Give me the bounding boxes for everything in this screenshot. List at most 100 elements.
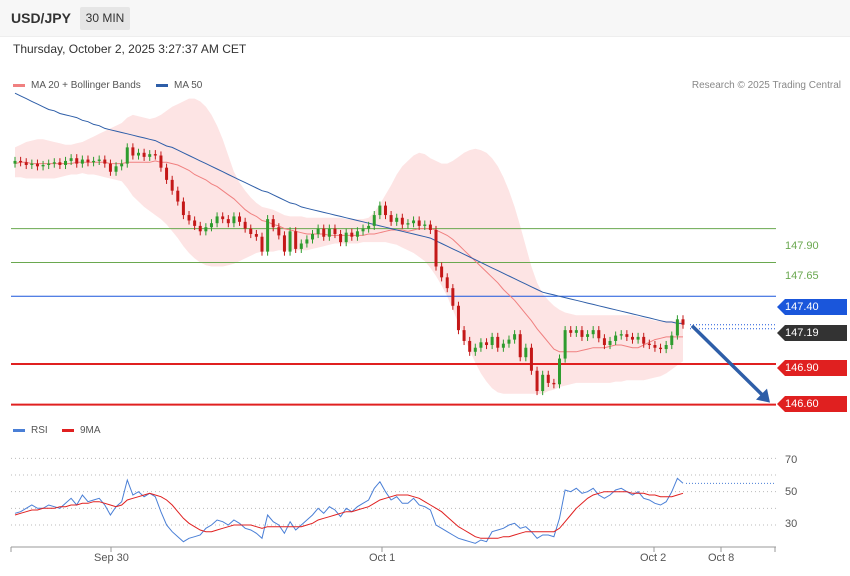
level-lines <box>11 228 776 406</box>
rsi-9ma-line <box>14 491 684 539</box>
rsi-tick-50: 50 <box>785 486 798 498</box>
candle-body <box>97 159 101 161</box>
candle-body <box>181 201 185 216</box>
x-label-sep30: Sep 30 <box>94 552 129 564</box>
candle-body <box>440 266 444 278</box>
candle-body <box>232 216 236 224</box>
candle-body <box>619 334 623 336</box>
candle-body <box>266 219 270 252</box>
forecast-arrowhead <box>756 388 770 403</box>
candle-body <box>271 219 275 228</box>
level-tag-146-90: 146.90 <box>777 360 847 376</box>
x-label-oct1: Oct 1 <box>369 552 396 564</box>
rsi-panel <box>11 457 776 544</box>
candle-body <box>69 158 73 161</box>
candle-body <box>108 163 112 172</box>
candle-body <box>563 330 567 359</box>
candle-body <box>630 336 634 340</box>
level-label-147-90: 147.90 <box>785 240 819 252</box>
candle-body <box>260 236 264 252</box>
credit-text: Research © 2025 Trading Central <box>691 80 841 91</box>
bollinger-band-fill <box>15 98 683 394</box>
candle-body <box>625 334 629 337</box>
candle-body <box>496 336 500 348</box>
candle-body <box>142 152 146 157</box>
candle-body <box>103 159 107 164</box>
candle-body <box>176 190 180 202</box>
candle-body <box>614 335 618 341</box>
level-tag-146-60: 146.60 <box>777 396 847 412</box>
candle-body <box>41 164 45 167</box>
candle-body <box>80 159 84 164</box>
candle-body <box>294 231 298 249</box>
candle-body <box>513 334 517 340</box>
candle-body <box>535 370 539 392</box>
forecast-arrow-shaft <box>690 324 766 398</box>
candle-body <box>586 334 590 337</box>
candle-body <box>221 216 225 220</box>
candle-body <box>569 330 573 333</box>
x-label-oct8: Oct 8 <box>708 552 735 564</box>
candle-body <box>552 382 556 385</box>
x-label-oct2: Oct 2 <box>640 552 667 564</box>
timeframe-button[interactable]: 30 MIN <box>80 7 130 30</box>
candle-body <box>125 147 129 164</box>
candle-body <box>412 220 416 224</box>
candle-body <box>681 319 685 325</box>
candle-body <box>24 162 28 165</box>
candle-body <box>170 179 174 191</box>
rsi-tick-70: 70 <box>785 454 798 466</box>
candle-body <box>468 340 472 352</box>
candle-body <box>473 347 477 352</box>
candle-body <box>395 217 399 222</box>
candle-body <box>311 234 315 240</box>
candle-body <box>254 234 258 237</box>
candle-body <box>288 231 292 252</box>
candle-body <box>187 215 191 221</box>
level-tag-147-40: 147.40 <box>777 299 847 315</box>
candle-body <box>434 229 438 267</box>
candle-body <box>647 343 651 346</box>
candle-body <box>215 216 219 224</box>
candle-body <box>462 330 466 341</box>
timestamp: Thursday, October 2, 2025 3:27:37 AM CET <box>13 42 247 56</box>
candle-body <box>541 374 545 392</box>
candle-body <box>451 288 455 306</box>
candle-body <box>372 215 376 226</box>
candle-body <box>299 243 303 249</box>
candle-body <box>193 220 197 226</box>
candle-body <box>30 163 34 165</box>
candle-body <box>479 342 483 348</box>
candle-body <box>52 162 56 164</box>
candle-body <box>642 336 646 344</box>
candle-body <box>165 167 169 180</box>
candle-body <box>114 166 118 172</box>
candle-body <box>13 160 17 164</box>
candle-body <box>64 160 68 165</box>
candle-body <box>406 223 410 225</box>
candle-body <box>19 160 23 163</box>
candle-body <box>339 234 343 243</box>
candle-body <box>350 232 354 237</box>
candle-body <box>653 345 657 348</box>
candle-body <box>558 358 562 385</box>
ma20-swatch <box>13 84 25 87</box>
candle-body <box>209 223 213 228</box>
legend-ma50: MA 50 <box>156 80 202 91</box>
candle-body <box>322 228 326 237</box>
candle-body <box>636 336 640 340</box>
candle-body <box>524 347 528 358</box>
candle-body <box>35 163 39 167</box>
candle-body <box>344 232 348 243</box>
candle-body <box>159 155 163 168</box>
candle-body <box>355 231 359 237</box>
candle-body <box>58 162 62 165</box>
candle-body <box>136 152 140 156</box>
bollinger-bands <box>15 98 683 394</box>
candle-body <box>670 335 674 346</box>
candle-body <box>327 228 331 237</box>
candle-body <box>198 225 202 232</box>
candle-body <box>507 339 511 344</box>
candle-body <box>226 219 230 224</box>
